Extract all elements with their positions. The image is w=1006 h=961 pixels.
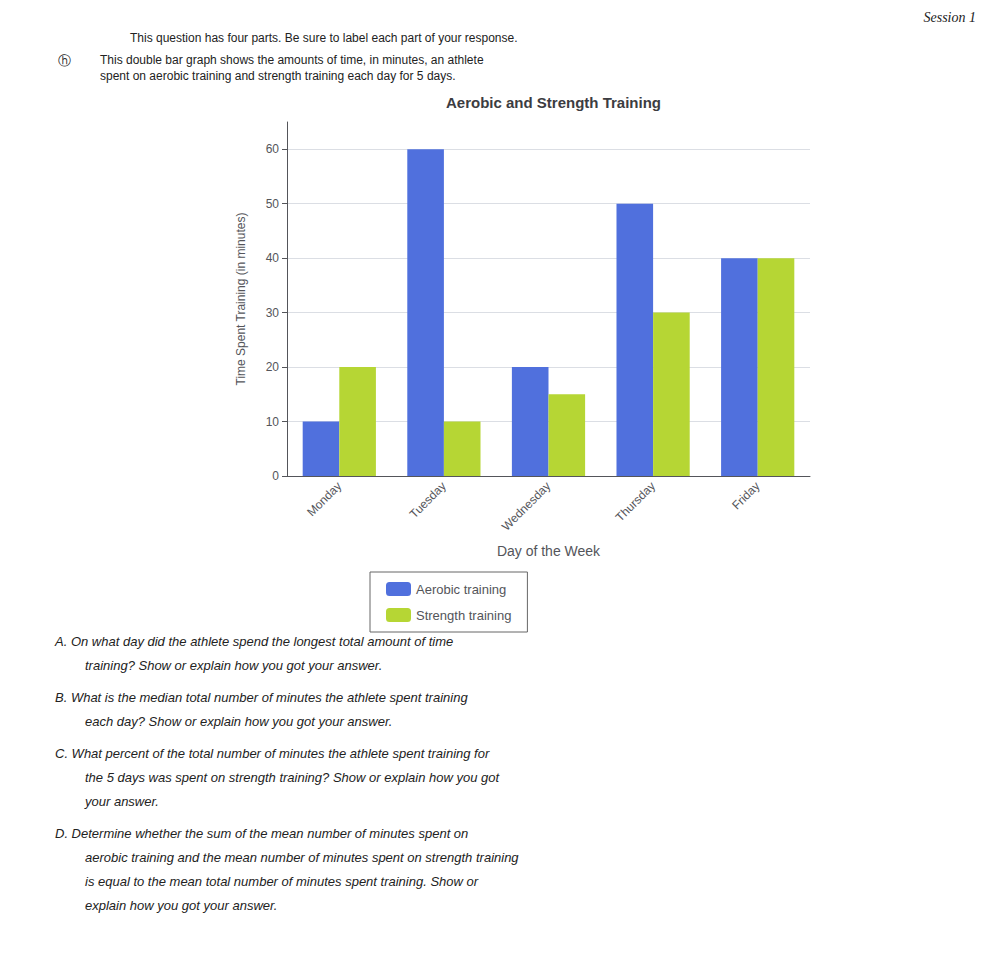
svg-text:Strength training: Strength training [416, 608, 511, 623]
svg-text:each day? Show or explain how: each day? Show or explain how you got yo… [85, 714, 392, 729]
svg-text:A. On what day did the athlete: A. On what day did the athlete spend the… [54, 634, 453, 649]
svg-text:Aerobic and Strength Training: Aerobic and Strength Training [446, 94, 661, 111]
svg-text:This question has four parts.: This question has four parts. Be sure to… [130, 31, 518, 45]
svg-text:C. What percent of the total n: C. What percent of the total number of m… [55, 746, 490, 761]
svg-text:Friday: Friday [729, 479, 762, 512]
svg-text:50: 50 [266, 197, 280, 211]
svg-text:Aerobic training: Aerobic training [416, 582, 506, 597]
svg-text:the 5 days was spent on streng: the 5 days was spent on strength trainin… [85, 770, 500, 785]
svg-text:Monday: Monday [304, 479, 344, 519]
svg-text:60: 60 [266, 142, 280, 156]
svg-text:Day of the Week: Day of the Week [497, 543, 601, 559]
svg-text:0: 0 [272, 469, 279, 483]
svg-text:training? Show or explain how: training? Show or explain how you got yo… [85, 658, 382, 673]
svg-text:spent on aerobic training and: spent on aerobic training and strength t… [100, 69, 456, 83]
svg-text:ⓗ: ⓗ [58, 53, 71, 68]
svg-text:B. What is the median total nu: B. What is the median total number of mi… [55, 690, 468, 705]
svg-text:D. Determine whether the sum o: D. Determine whether the sum of the mean… [55, 826, 468, 841]
svg-text:40: 40 [266, 251, 280, 265]
svg-text:Time Spent Training (in minute: Time Spent Training (in minutes) [234, 213, 248, 386]
svg-text:Wednesday: Wednesday [499, 479, 554, 534]
svg-text:is equal to the mean total num: is equal to the mean total number of min… [85, 874, 479, 889]
svg-text:30: 30 [266, 306, 280, 320]
svg-text:explain how you got your answe: explain how you got your answer. [85, 898, 277, 913]
svg-text:Thursday: Thursday [613, 479, 658, 524]
svg-text:This double bar graph shows th: This double bar graph shows the amounts … [100, 53, 484, 67]
svg-text:your answer.: your answer. [84, 794, 159, 809]
svg-text:10: 10 [266, 415, 280, 429]
svg-text:aerobic training and the mean: aerobic training and the mean number of … [85, 850, 519, 865]
svg-text:Tuesday: Tuesday [407, 479, 449, 521]
svg-text:Session 1: Session 1 [924, 10, 977, 25]
svg-text:20: 20 [266, 360, 280, 374]
